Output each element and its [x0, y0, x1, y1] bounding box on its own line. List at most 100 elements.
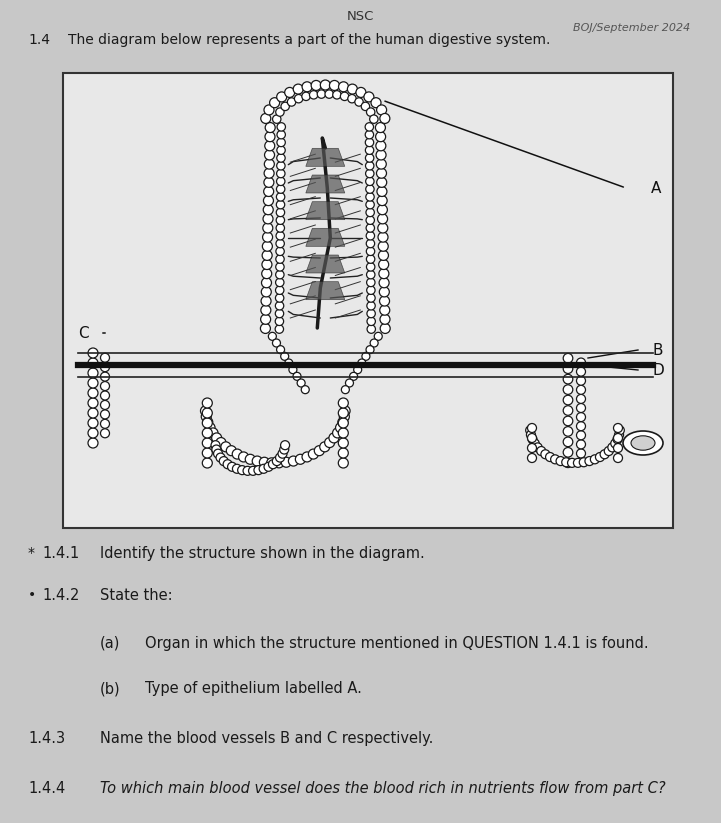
Circle shape: [335, 423, 345, 433]
Circle shape: [379, 250, 389, 260]
Circle shape: [88, 378, 98, 388]
Circle shape: [314, 446, 324, 456]
Circle shape: [338, 458, 348, 468]
Circle shape: [332, 428, 342, 438]
Circle shape: [585, 457, 594, 466]
Circle shape: [276, 255, 284, 263]
Circle shape: [276, 208, 285, 216]
Circle shape: [262, 250, 272, 260]
Circle shape: [546, 453, 554, 462]
Circle shape: [88, 348, 98, 358]
Circle shape: [604, 447, 614, 455]
Circle shape: [276, 185, 285, 193]
Circle shape: [285, 87, 295, 97]
Circle shape: [366, 346, 374, 354]
Circle shape: [541, 449, 550, 458]
Circle shape: [367, 301, 375, 310]
Circle shape: [526, 425, 535, 435]
Circle shape: [563, 406, 572, 416]
Circle shape: [265, 123, 275, 133]
Circle shape: [366, 161, 374, 170]
Circle shape: [211, 440, 220, 449]
Circle shape: [551, 455, 559, 464]
Circle shape: [277, 146, 286, 155]
Circle shape: [528, 424, 536, 433]
Circle shape: [263, 205, 273, 215]
Circle shape: [341, 386, 350, 393]
Circle shape: [293, 372, 301, 380]
Text: Identify the structure shown in the diagram.: Identify the structure shown in the diag…: [100, 546, 425, 561]
Circle shape: [88, 358, 98, 368]
Circle shape: [567, 458, 577, 467]
Circle shape: [370, 115, 378, 123]
Circle shape: [378, 223, 388, 233]
Circle shape: [367, 317, 376, 326]
Circle shape: [364, 92, 374, 102]
Circle shape: [277, 177, 285, 185]
Circle shape: [362, 352, 370, 360]
Circle shape: [376, 168, 386, 179]
Text: 1.4.2: 1.4.2: [42, 588, 79, 603]
Circle shape: [264, 463, 273, 472]
Circle shape: [614, 424, 622, 433]
Circle shape: [366, 170, 374, 178]
Circle shape: [338, 408, 348, 418]
Circle shape: [358, 359, 366, 367]
Circle shape: [377, 187, 387, 197]
Circle shape: [289, 365, 297, 374]
Circle shape: [275, 317, 283, 326]
Circle shape: [614, 453, 622, 463]
Circle shape: [366, 263, 375, 271]
Text: BOJ/September 2024: BOJ/September 2024: [572, 23, 690, 33]
Circle shape: [249, 467, 257, 476]
Text: State the:: State the:: [100, 588, 172, 603]
Circle shape: [611, 439, 620, 448]
Circle shape: [608, 443, 617, 452]
Circle shape: [345, 379, 353, 387]
Circle shape: [339, 81, 348, 92]
Circle shape: [270, 98, 280, 108]
Circle shape: [376, 159, 386, 169]
Circle shape: [338, 438, 348, 448]
Circle shape: [366, 177, 374, 185]
Circle shape: [261, 114, 271, 123]
Circle shape: [88, 408, 98, 418]
Circle shape: [562, 458, 571, 467]
Circle shape: [380, 323, 390, 333]
Circle shape: [261, 287, 271, 297]
Polygon shape: [306, 175, 345, 193]
Circle shape: [88, 388, 98, 398]
Circle shape: [264, 168, 274, 179]
Circle shape: [329, 81, 340, 91]
Circle shape: [533, 443, 542, 452]
Circle shape: [366, 154, 373, 162]
Circle shape: [366, 146, 373, 155]
Circle shape: [366, 193, 374, 201]
Circle shape: [226, 446, 236, 456]
Circle shape: [354, 365, 362, 374]
Circle shape: [265, 132, 275, 142]
Circle shape: [309, 91, 318, 99]
Circle shape: [277, 154, 286, 162]
Circle shape: [332, 91, 341, 99]
Circle shape: [264, 177, 274, 188]
Circle shape: [528, 434, 536, 443]
Circle shape: [280, 352, 288, 360]
Circle shape: [88, 418, 98, 428]
Circle shape: [577, 403, 585, 412]
Circle shape: [302, 81, 312, 92]
Circle shape: [613, 435, 622, 444]
Circle shape: [212, 433, 221, 443]
Circle shape: [376, 177, 386, 188]
Circle shape: [366, 201, 374, 209]
Ellipse shape: [623, 431, 663, 455]
Circle shape: [376, 123, 386, 133]
Text: Organ in which the structure mentioned in QUESTION 1.4.1 is found.: Organ in which the structure mentioned i…: [145, 636, 649, 651]
Circle shape: [324, 438, 335, 448]
Circle shape: [302, 92, 310, 100]
Circle shape: [100, 420, 110, 428]
Circle shape: [285, 359, 293, 367]
Circle shape: [614, 434, 622, 443]
Circle shape: [556, 457, 565, 466]
Circle shape: [264, 187, 274, 197]
